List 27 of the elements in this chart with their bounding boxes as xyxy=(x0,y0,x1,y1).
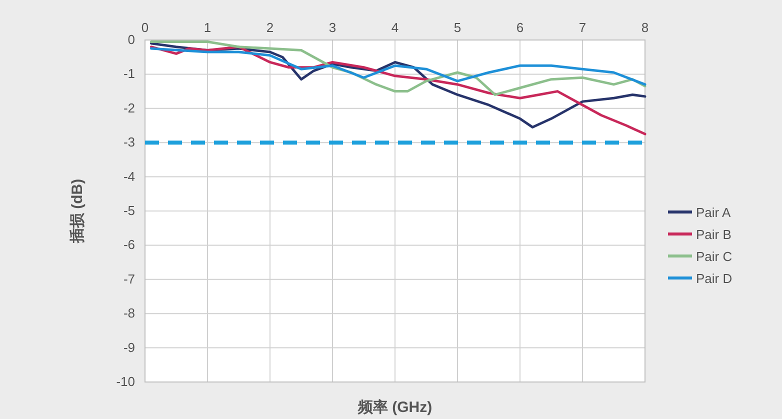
y-tick-label: -6 xyxy=(123,237,135,252)
legend-label: Pair D xyxy=(696,271,732,286)
y-axis-title: 插损 (dB) xyxy=(69,178,86,244)
legend-label: Pair C xyxy=(696,249,732,264)
x-tick-label: 4 xyxy=(391,20,399,35)
x-tick-label: 6 xyxy=(516,20,524,35)
x-tick-label: 2 xyxy=(266,20,274,35)
x-tick-label: 7 xyxy=(578,20,586,35)
x-tick-label: 5 xyxy=(454,20,462,35)
y-tick-label: -7 xyxy=(123,271,135,286)
y-tick-label: -3 xyxy=(123,134,135,150)
y-tick-label: -4 xyxy=(123,168,135,184)
y-tick-label: 0 xyxy=(128,32,135,47)
x-axis-title: 频率 (GHz) xyxy=(356,398,432,416)
y-tick-label: -1 xyxy=(123,66,135,82)
legend-label: Pair B xyxy=(696,227,732,242)
y-tick-label: -5 xyxy=(123,203,135,218)
legend-label: Pair A xyxy=(696,205,732,220)
x-tick-label: 3 xyxy=(328,20,336,35)
x-tick-label: 1 xyxy=(204,20,212,35)
y-tick-label: -8 xyxy=(123,306,135,321)
x-tick-label: 0 xyxy=(141,20,149,35)
x-tick-label: 8 xyxy=(641,20,649,35)
y-tick-label: -9 xyxy=(123,340,135,355)
y-tick-label: -2 xyxy=(123,100,135,116)
line-series xyxy=(150,47,646,86)
y-tick-label: -10 xyxy=(116,374,135,389)
